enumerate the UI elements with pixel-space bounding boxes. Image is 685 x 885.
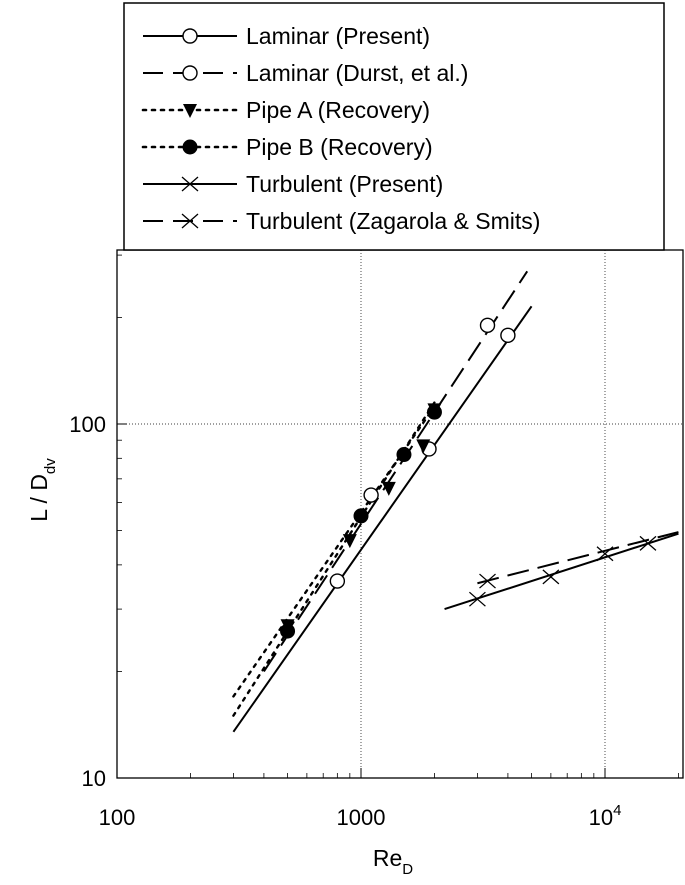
legend-label: Laminar (Durst, et al.) [246,60,468,86]
y-axis-label: L / Ddv [26,458,59,522]
data-point-series-3 [280,623,296,639]
data-point-series-0 [363,487,379,503]
data-point-series-2 [342,534,357,549]
data-point-series-3 [396,447,412,463]
legend-marker-3 [182,139,198,155]
y-tick-label: 10 [82,766,106,791]
data-points [280,317,657,639]
series-line-0 [232,305,533,733]
series-line-4 [444,532,679,611]
data-point-series-4 [542,569,560,585]
plot-area [116,249,684,779]
legend-label: Laminar (Present) [246,23,430,49]
legend-marker-5 [181,213,199,229]
legend-marker-4 [181,176,199,192]
legend-label: Pipe A (Recovery) [246,97,430,123]
x-tick-label: 1000 [337,805,386,830]
axis-ticks [116,254,679,779]
data-point-series-5 [479,573,496,589]
legend-marker-2 [183,104,197,118]
series-line-1 [263,270,529,672]
data-point-series-1 [479,317,496,334]
data-point-series-2 [381,481,396,496]
data-point-series-3 [426,404,442,420]
data-point-series-4 [639,535,657,551]
x-axis-label: ReD [373,845,413,878]
legend: Laminar (Present) Laminar (Durst, et al.)… [123,2,665,251]
data-point-series-0 [329,573,346,589]
data-point-series-3 [353,508,369,524]
data-point-series-0 [500,327,516,344]
y-tick-label: 100 [69,412,106,437]
x-tick-label: 100 [99,805,136,830]
data-point-series-4 [468,591,486,607]
legend-box [123,2,665,251]
legend-label: Turbulent (Present) [246,171,443,197]
legend-label: Turbulent (Zagarola & Smits) [246,208,540,234]
legend-label: Pipe B (Recovery) [246,134,433,160]
legend-marker-1 [182,65,198,81]
legend-marker-0 [182,28,198,44]
x-tick-label: 104 [589,802,622,830]
data-point-series-4 [596,546,614,562]
data-point-series-2 [416,439,431,454]
